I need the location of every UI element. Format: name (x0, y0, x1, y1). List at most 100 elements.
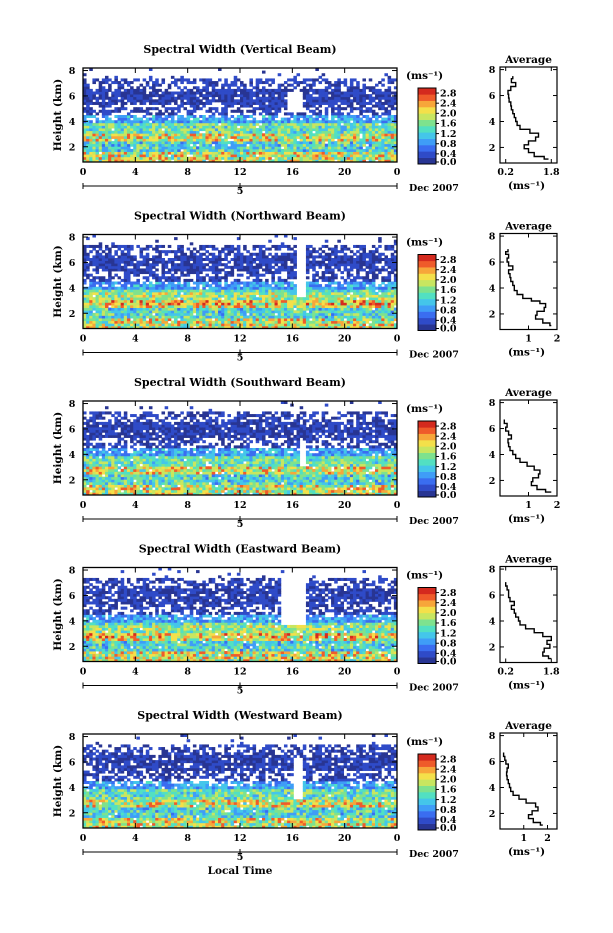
heatmap-cell (265, 318, 269, 321)
heatmap-cell (215, 84, 219, 87)
heatmap-cell (224, 245, 228, 248)
heatmap-cell (202, 248, 206, 251)
heatmap-cell (124, 245, 128, 248)
heatmap-cell (190, 125, 194, 128)
heatmap-cell (92, 92, 96, 95)
heatmap-cell (168, 157, 172, 160)
heatmap-cell (297, 123, 301, 126)
heatmap-cell (309, 125, 313, 128)
heatmap-cell (180, 152, 184, 155)
heatmap-cell (209, 149, 213, 152)
heatmap-cell (209, 118, 213, 121)
heatmap-cell (246, 266, 250, 269)
heatmap-cell (325, 78, 329, 81)
heatmap-cell (353, 118, 357, 121)
heatmap-cell (384, 97, 388, 100)
heatmap-cell (108, 105, 112, 108)
heatmap-cell (89, 321, 93, 324)
heatmap-cell (287, 131, 291, 134)
heatmap-cell (337, 321, 341, 324)
heatmap-cell (114, 125, 118, 128)
heatmap-cell (246, 115, 250, 118)
heatmap-cell (190, 279, 194, 282)
heatmap-cell (325, 118, 329, 121)
heatmap-cell (322, 131, 326, 134)
heatmap-cell (221, 112, 225, 115)
heatmap-cell (96, 282, 100, 285)
heatmap-cell (384, 131, 388, 134)
heatmap-cell (114, 92, 118, 95)
heatmap-cell (143, 131, 147, 134)
heatmap-cell (309, 102, 313, 105)
heatmap-cell (275, 263, 279, 266)
heatmap-cell (92, 297, 96, 300)
heatmap-cell (199, 318, 203, 321)
heatmap-cell (199, 123, 203, 126)
heatmap-cell (152, 125, 156, 128)
heatmap-cell (328, 292, 332, 295)
heatmap-cell (284, 261, 288, 264)
heatmap-cell (149, 157, 153, 160)
heatmap-cell (224, 112, 228, 115)
heatmap-cell (249, 152, 253, 155)
heatmap-cell (312, 318, 316, 321)
heatmap-cell (246, 157, 250, 160)
heatmap-cell (227, 154, 231, 157)
heatmap-cell (337, 149, 341, 152)
heatmap-cell (136, 268, 140, 271)
panel-0: Spectral Width (Vertical Beam)2468Height… (52, 43, 560, 197)
heatmap-cell (256, 302, 260, 305)
heatmap-cell (89, 245, 93, 248)
heatmap-cell (218, 152, 222, 155)
heatmap-cell (149, 123, 153, 126)
heatmap-cell (130, 115, 134, 118)
heatmap-cell (256, 120, 260, 123)
heatmap-cell (202, 94, 206, 97)
heatmap-cell (152, 295, 156, 298)
heatmap-cell (253, 107, 257, 110)
heatmap-cell (287, 141, 291, 144)
heatmap-cell (306, 282, 310, 285)
heatmap-cell (86, 154, 90, 157)
heatmap-cell (231, 323, 235, 326)
heatmap-cell (199, 92, 203, 95)
heatmap-cell (322, 308, 326, 311)
heatmap-cell (249, 255, 253, 258)
heatmap-cell (162, 292, 166, 295)
heatmap-cell (372, 152, 376, 155)
heatmap-cell (218, 250, 222, 253)
heatmap-cell (221, 263, 225, 266)
heatmap-cell (221, 133, 225, 136)
heatmap-cell (306, 248, 310, 251)
heatmap-cell (253, 128, 257, 131)
heatmap-cell (281, 125, 285, 128)
heatmap-cell (143, 276, 147, 279)
heatmap-cell (212, 271, 216, 274)
heatmap-cell (231, 308, 235, 311)
heatmap-cell (347, 133, 351, 136)
heatmap-cell (240, 94, 244, 97)
heatmap-cell (240, 152, 244, 155)
heatmap-cell (171, 250, 175, 253)
heatmap-cell (199, 266, 203, 269)
heatmap-cell (249, 263, 253, 266)
heatmap-cell (92, 282, 96, 285)
heatmap-cell (281, 268, 285, 271)
heatmap-cell (275, 289, 279, 292)
heatmap-cell (231, 282, 235, 285)
heatmap-cell (287, 300, 291, 303)
heatmap-cell (143, 125, 147, 128)
heatmap-cell (388, 139, 392, 142)
heatmap-cell (297, 120, 301, 123)
heatmap-cell (105, 81, 109, 84)
heatmap-cell (187, 282, 191, 285)
heatmap-cell (227, 284, 231, 287)
heatmap-cell (114, 128, 118, 131)
heatmap-cell (171, 284, 175, 287)
heatmap-cell (337, 289, 341, 292)
heatmap-cell (102, 144, 106, 147)
heatmap-cell (287, 268, 291, 271)
heatmap-cell (215, 274, 219, 277)
heatmap-cell (322, 152, 326, 155)
heatmap-cell (130, 248, 134, 251)
